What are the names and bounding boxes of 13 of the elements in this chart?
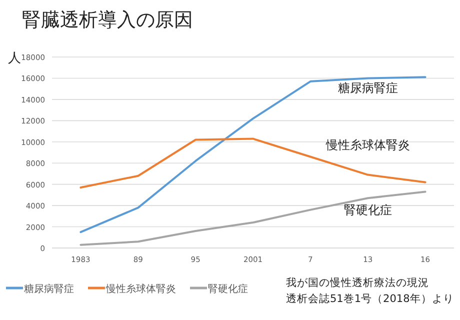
text: 我が国の慢性透析療法の現況	[286, 276, 429, 289]
line-series	[80, 138, 426, 189]
line-series	[80, 76, 426, 234]
text: 腎硬化症	[344, 203, 392, 218]
text: 糖尿病腎症	[338, 81, 398, 96]
text: 慢性糸球体腎炎	[326, 138, 410, 152]
legend-label: 糖尿病腎症	[24, 283, 74, 295]
legend-label: 慢性糸球体腎炎	[105, 283, 176, 295]
legend-label: 腎硬化症	[208, 283, 248, 295]
text: 透析会誌51巻1号（2018年）より	[286, 292, 454, 305]
chart-title: 腎臓透析導入の原因	[22, 9, 193, 31]
y-axis-title: 人	[8, 51, 21, 66]
line-series	[80, 190, 426, 246]
